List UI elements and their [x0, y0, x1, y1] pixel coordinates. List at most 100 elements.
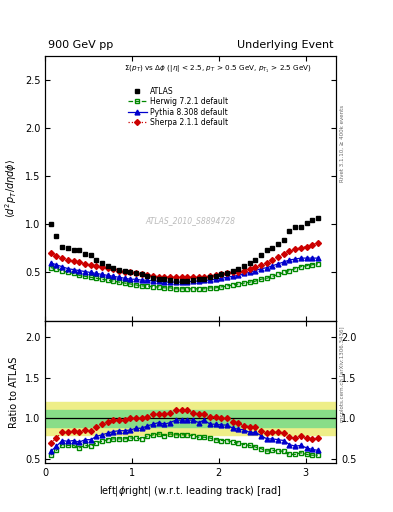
Text: ATLAS_2010_S8894728: ATLAS_2010_S8894728: [145, 216, 236, 225]
Pythia 8.308 default: [151, 278, 156, 284]
Herwig 7.2.1 default: [213, 285, 218, 291]
Herwig 7.2.1 default: [128, 281, 133, 287]
Sherpa 2.1.1 default: [162, 274, 167, 281]
Herwig 7.2.1 default: [66, 269, 70, 275]
Sherpa 2.1.1 default: [247, 266, 252, 272]
ATLAS: [134, 270, 138, 276]
Herwig 7.2.1 default: [242, 280, 246, 286]
Pythia 8.308 default: [225, 274, 230, 281]
Text: mcplots.cern.ch [arXiv:1306.3436]: mcplots.cern.ch [arXiv:1306.3436]: [340, 326, 345, 421]
Sherpa 2.1.1 default: [287, 248, 292, 254]
ATLAS: [270, 244, 275, 250]
Sherpa 2.1.1 default: [316, 240, 320, 246]
ATLAS: [310, 217, 314, 223]
Herwig 7.2.1 default: [299, 264, 303, 270]
Sherpa 2.1.1 default: [304, 244, 309, 250]
Line: ATLAS: ATLAS: [48, 216, 320, 284]
Herwig 7.2.1 default: [202, 286, 207, 292]
Herwig 7.2.1 default: [191, 286, 195, 292]
Pythia 8.308 default: [202, 277, 207, 283]
X-axis label: left|$\phi$right| (w.r.t. leading track) [rad]: left|$\phi$right| (w.r.t. leading track)…: [99, 484, 282, 498]
Sherpa 2.1.1 default: [281, 251, 286, 258]
Pythia 8.308 default: [310, 255, 314, 261]
Herwig 7.2.1 default: [225, 283, 230, 289]
Herwig 7.2.1 default: [140, 283, 144, 289]
Pythia 8.308 default: [156, 278, 161, 284]
Pythia 8.308 default: [162, 279, 167, 285]
Herwig 7.2.1 default: [88, 274, 93, 281]
Sherpa 2.1.1 default: [185, 274, 189, 281]
Pythia 8.308 default: [264, 265, 269, 271]
Pythia 8.308 default: [185, 279, 189, 285]
ATLAS: [264, 247, 269, 253]
Sherpa 2.1.1 default: [196, 274, 201, 281]
Pythia 8.308 default: [191, 278, 195, 284]
Sherpa 2.1.1 default: [276, 254, 281, 260]
Sherpa 2.1.1 default: [151, 273, 156, 280]
Pythia 8.308 default: [128, 276, 133, 282]
Pythia 8.308 default: [111, 273, 116, 280]
Pythia 8.308 default: [145, 277, 150, 283]
ATLAS: [293, 224, 298, 230]
Pythia 8.308 default: [88, 269, 93, 275]
ATLAS: [287, 228, 292, 234]
ATLAS: [111, 265, 116, 271]
Pythia 8.308 default: [276, 261, 281, 267]
Sherpa 2.1.1 default: [94, 263, 99, 269]
Pythia 8.308 default: [94, 270, 99, 276]
Pythia 8.308 default: [281, 259, 286, 265]
Sherpa 2.1.1 default: [191, 274, 195, 281]
ATLAS: [83, 251, 87, 258]
ATLAS: [99, 260, 104, 266]
Herwig 7.2.1 default: [236, 281, 241, 287]
ATLAS: [145, 273, 150, 280]
Pythia 8.308 default: [253, 267, 258, 273]
Line: Pythia 8.308 default: Pythia 8.308 default: [48, 255, 320, 285]
Herwig 7.2.1 default: [253, 278, 258, 284]
Bar: [45, 410, 336, 426]
Sherpa 2.1.1 default: [128, 269, 133, 275]
Herwig 7.2.1 default: [77, 272, 82, 279]
ATLAS: [66, 245, 70, 251]
Pythia 8.308 default: [247, 269, 252, 275]
Herwig 7.2.1 default: [264, 275, 269, 281]
Herwig 7.2.1 default: [270, 273, 275, 280]
Pythia 8.308 default: [105, 272, 110, 279]
Sherpa 2.1.1 default: [225, 270, 230, 276]
ATLAS: [259, 252, 263, 258]
Herwig 7.2.1 default: [276, 271, 281, 278]
Pythia 8.308 default: [60, 264, 64, 270]
Pythia 8.308 default: [196, 278, 201, 284]
Sherpa 2.1.1 default: [117, 267, 121, 273]
Sherpa 2.1.1 default: [253, 264, 258, 270]
Sherpa 2.1.1 default: [173, 274, 178, 281]
ATLAS: [48, 221, 53, 227]
Herwig 7.2.1 default: [134, 282, 138, 288]
Pythia 8.308 default: [270, 263, 275, 269]
Herwig 7.2.1 default: [117, 279, 121, 285]
ATLAS: [299, 224, 303, 230]
Herwig 7.2.1 default: [247, 279, 252, 285]
Herwig 7.2.1 default: [151, 284, 156, 290]
Pythia 8.308 default: [236, 272, 241, 279]
Pythia 8.308 default: [213, 276, 218, 282]
Sherpa 2.1.1 default: [293, 246, 298, 252]
Sherpa 2.1.1 default: [230, 269, 235, 275]
Herwig 7.2.1 default: [162, 285, 167, 291]
Herwig 7.2.1 default: [230, 282, 235, 288]
Sherpa 2.1.1 default: [88, 262, 93, 268]
Herwig 7.2.1 default: [185, 286, 189, 292]
Pythia 8.308 default: [77, 267, 82, 273]
Herwig 7.2.1 default: [145, 283, 150, 289]
Sherpa 2.1.1 default: [310, 242, 314, 248]
Pythia 8.308 default: [316, 255, 320, 261]
Sherpa 2.1.1 default: [179, 274, 184, 281]
Bar: [45, 402, 336, 435]
Pythia 8.308 default: [230, 273, 235, 280]
Herwig 7.2.1 default: [168, 285, 173, 291]
ATLAS: [242, 263, 246, 269]
ATLAS: [253, 257, 258, 263]
Herwig 7.2.1 default: [259, 276, 263, 282]
Y-axis label: Ratio to ATLAS: Ratio to ATLAS: [9, 356, 19, 428]
ATLAS: [185, 278, 189, 284]
